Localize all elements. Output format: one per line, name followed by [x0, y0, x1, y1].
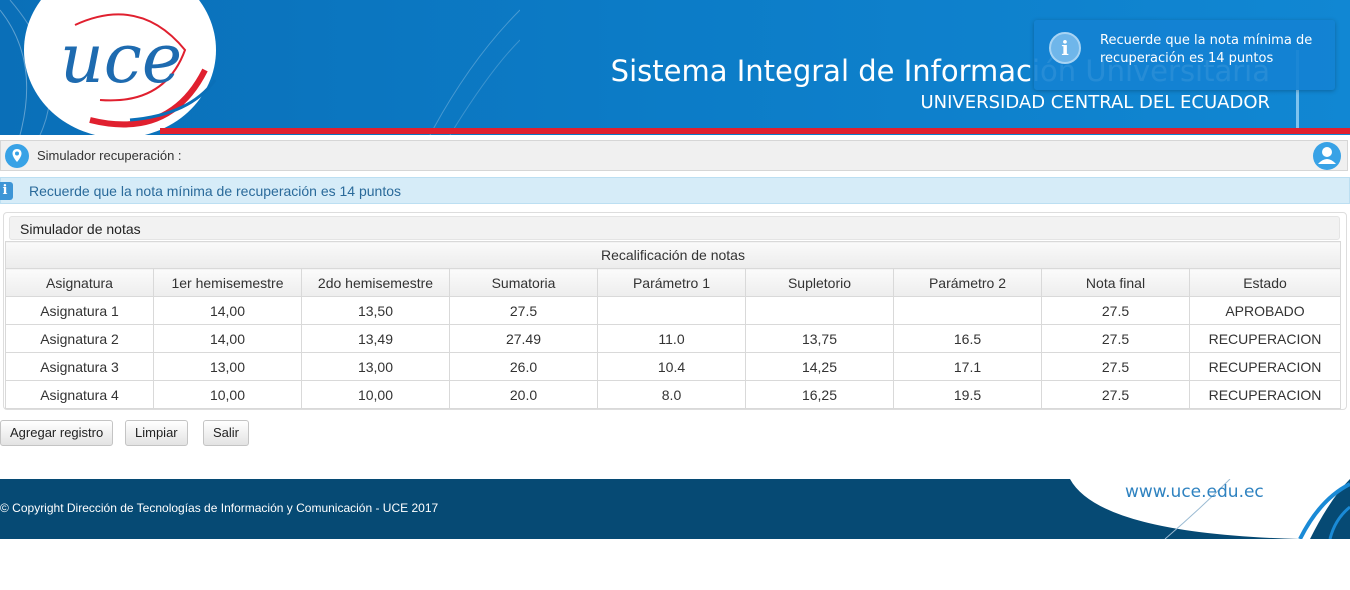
exit-button[interactable]: Salir — [203, 420, 250, 446]
table-cell: 13,50 — [301, 296, 450, 325]
table-cell — [745, 296, 894, 325]
column-header-2do-hemisemestre[interactable]: 2do hemisemestre — [301, 268, 450, 297]
panel-header: Simulador de notas — [9, 216, 1340, 240]
table-row[interactable]: Asignatura 1 14,00 13,50 27.5 27.5 APROB… — [5, 296, 1341, 325]
table-cell: 13,00 — [301, 352, 450, 381]
footer-url-link[interactable]: www.uce.edu.ec — [1125, 482, 1264, 502]
column-header-supletorio[interactable]: Supletorio — [745, 268, 894, 297]
table-cell: 14,00 — [153, 324, 302, 353]
status-cell: RECUPERACION — [1189, 352, 1341, 381]
panel-title: Simulador de notas — [20, 221, 141, 237]
column-header-nota-final[interactable]: Nota final — [1041, 268, 1190, 297]
grades-table: Recalificación de notas Asignatura 1er h… — [5, 241, 1341, 409]
table-cell: 27.5 — [1041, 380, 1190, 409]
table-cell: Asignatura 4 — [5, 380, 154, 409]
table-cell — [597, 296, 746, 325]
table-cell: 27.5 — [449, 296, 598, 325]
location-pin-icon — [5, 144, 29, 168]
header-accent-line — [160, 128, 1350, 134]
column-header-asignatura[interactable]: Asignatura — [5, 268, 154, 297]
app-footer: www.uce.edu.ec © Copyright Dirección de … — [0, 479, 1350, 539]
add-record-button[interactable]: Agregar registro — [0, 420, 114, 446]
breadcrumb-text: Simulador recuperación : — [37, 148, 182, 163]
uce-logo-icon: uce — [24, 0, 217, 135]
user-icon[interactable] — [1313, 142, 1341, 170]
table-row[interactable]: Asignatura 4 10,00 10,00 20.0 8.0 16,25 … — [5, 380, 1341, 409]
column-header-sumatoria[interactable]: Sumatoria — [449, 268, 598, 297]
info-message: Recuerde que la nota mínima de recuperac… — [29, 183, 402, 199]
table-cell: Asignatura 2 — [5, 324, 154, 353]
table-cell: 8.0 — [597, 380, 746, 409]
status-cell: RECUPERACION — [1189, 324, 1341, 353]
table-cell: 16.5 — [893, 324, 1042, 353]
grades-simulator-panel: Simulador de notas Recalificación de not… — [3, 212, 1347, 410]
table-cell — [893, 296, 1042, 325]
column-header-1er-hemisemestre[interactable]: 1er hemisemestre — [153, 268, 302, 297]
column-header-estado[interactable]: Estado — [1189, 268, 1341, 297]
table-cell: 11.0 — [597, 324, 746, 353]
table-cell: 13,75 — [745, 324, 894, 353]
table-row[interactable]: Asignatura 2 14,00 13,49 27.49 11.0 13,7… — [5, 324, 1341, 353]
table-cell: 10,00 — [301, 380, 450, 409]
footer-decor — [1070, 479, 1350, 539]
table-cell: Asignatura 1 — [5, 296, 154, 325]
uce-logo[interactable]: uce — [0, 0, 220, 135]
column-header-parametro-2[interactable]: Parámetro 2 — [893, 268, 1042, 297]
breadcrumb: Simulador recuperación : — [0, 140, 1348, 171]
table-cell: 13,49 — [301, 324, 450, 353]
logo-text: uce — [60, 20, 182, 99]
page-subtitle: UNIVERSIDAD CENTRAL DEL ECUADOR — [920, 92, 1270, 113]
info-message-bar: i Recuerde que la nota mínima de recuper… — [0, 177, 1350, 204]
table-cell: 27.49 — [449, 324, 598, 353]
table-cell: 26.0 — [449, 352, 598, 381]
table-cell: 27.5 — [1041, 352, 1190, 381]
table-cell: 27.5 — [1041, 324, 1190, 353]
footer-copyright: © Copyright Dirección de Tecnologías de … — [0, 501, 439, 515]
toast-message: Recuerde que la nota mínima de recuperac… — [1100, 33, 1313, 66]
table-cell: 13,00 — [153, 352, 302, 381]
table-cell: Asignatura 3 — [5, 352, 154, 381]
table-cell: 19.5 — [893, 380, 1042, 409]
table-cell: 10.4 — [597, 352, 746, 381]
table-row[interactable]: Asignatura 3 13,00 13,00 26.0 10.4 14,25… — [5, 352, 1341, 381]
status-cell: APROBADO — [1189, 296, 1341, 325]
table-cell: 14,25 — [745, 352, 894, 381]
table-cell: 16,25 — [745, 380, 894, 409]
table-cell: 27.5 — [1041, 296, 1190, 325]
info-icon: i — [0, 182, 13, 200]
table-group-header: Recalificación de notas — [5, 241, 1341, 269]
info-icon: i — [1049, 32, 1081, 64]
table-cell: 17.1 — [893, 352, 1042, 381]
table-cell: 14,00 — [153, 296, 302, 325]
table-cell: 10,00 — [153, 380, 302, 409]
column-header-parametro-1[interactable]: Parámetro 1 — [597, 268, 746, 297]
table-cell: 20.0 — [449, 380, 598, 409]
clear-button[interactable]: Limpiar — [125, 420, 188, 446]
notification-toast[interactable]: i Recuerde que la nota mínima de recuper… — [1034, 20, 1335, 90]
status-cell: RECUPERACION — [1189, 380, 1341, 409]
